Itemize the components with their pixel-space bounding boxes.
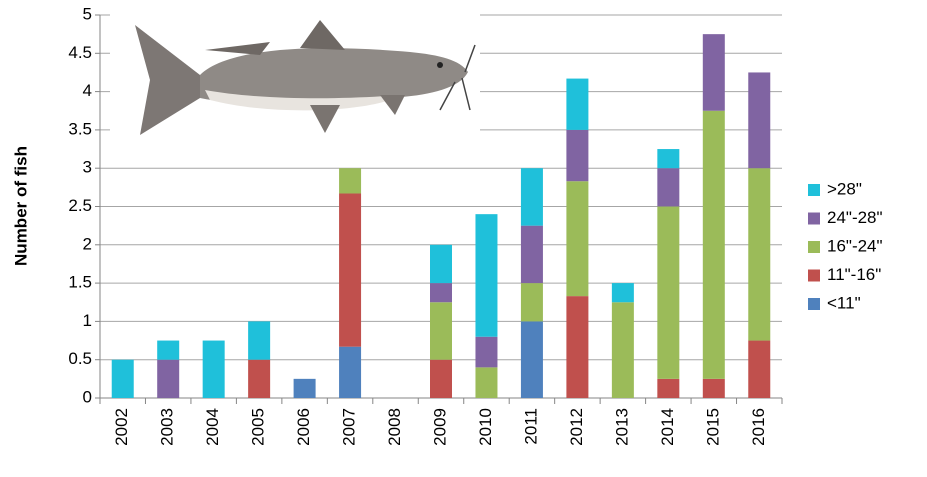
y-tick-label: 1 [83, 311, 92, 330]
x-tick-label: 2011 [521, 408, 540, 445]
bar-segment [248, 359, 271, 398]
legend-swatch [808, 298, 820, 310]
bar-segment [566, 181, 589, 297]
bar-segment [157, 340, 180, 360]
legend-label: 16"-24" [827, 236, 883, 255]
bar-segment [520, 225, 543, 284]
bar-segment [475, 367, 498, 398]
bar-segment [520, 321, 543, 398]
bar-segment [748, 72, 771, 169]
bar-segment [157, 359, 180, 398]
y-tick-label: 3 [83, 158, 92, 177]
legend-swatch [808, 212, 820, 225]
bar-segment [520, 283, 543, 322]
bar-segment [339, 168, 362, 194]
legend-swatch [808, 184, 820, 196]
y-tick-label: 2 [83, 234, 92, 253]
bar-segment [339, 193, 362, 347]
x-tick-label: 2012 [567, 408, 586, 446]
legend-label: 11"-16" [827, 265, 881, 284]
x-tick-label: 2006 [294, 408, 313, 446]
y-tick-label: 0.5 [68, 349, 92, 368]
bar-segment [430, 302, 452, 360]
y-tick-label: 1.5 [68, 273, 92, 292]
x-tick-label: 2013 [612, 408, 631, 446]
bar-segment [475, 214, 498, 337]
legend-label: <11" [827, 293, 861, 312]
y-tick-label: 4.5 [68, 43, 92, 62]
bar-segment [702, 378, 725, 398]
y-tick-label: 3.5 [68, 119, 92, 138]
legend-swatch [808, 269, 820, 282]
bar-segment [566, 296, 589, 398]
y-tick-label: 0 [83, 387, 92, 406]
x-tick-label: 2002 [112, 408, 131, 446]
x-tick-label: 2016 [749, 408, 768, 446]
x-tick-label: 2009 [430, 408, 449, 446]
bar-segment [702, 34, 725, 111]
bar-segment [293, 378, 316, 398]
legend-swatch [808, 241, 820, 253]
bar-segment [430, 359, 452, 398]
x-tick-label: 2005 [249, 408, 268, 446]
bar-segment [702, 110, 725, 379]
legend-label: >28" [827, 179, 862, 198]
y-tick-label: 5 [83, 4, 92, 23]
fish-illustration [110, 12, 480, 147]
x-tick-label: 2008 [385, 408, 404, 446]
bar-segment [748, 168, 771, 341]
x-tick-label: 2010 [476, 408, 495, 446]
bar-segment [430, 244, 452, 284]
bar-segment [566, 78, 589, 130]
bar-segment [566, 129, 589, 182]
x-tick-label: 2015 [703, 408, 722, 446]
y-tick-label: 2.5 [68, 196, 92, 215]
bar-segment [430, 283, 452, 303]
x-tick-label: 2007 [340, 408, 359, 446]
x-tick-label: 2004 [203, 408, 222, 446]
bar-segment [657, 149, 680, 169]
bar-segment [475, 336, 498, 368]
bar-segment [611, 302, 634, 398]
bar-segment [111, 359, 134, 398]
bar-segment [657, 378, 680, 398]
bar-segment [657, 168, 680, 207]
bar-segment [520, 168, 543, 226]
bar-segment [248, 321, 271, 360]
x-tick-label: 2003 [158, 408, 177, 446]
legend-label: 24"-28" [827, 208, 883, 227]
bar-segment [748, 340, 771, 398]
bar-segment [202, 340, 225, 398]
y-axis-label: Number of fish [11, 146, 30, 266]
bar-segment [611, 283, 634, 303]
bar-segment [339, 346, 362, 398]
bar-segment [657, 206, 680, 379]
x-tick-label: 2014 [658, 408, 677, 446]
y-tick-label: 4 [83, 81, 92, 100]
